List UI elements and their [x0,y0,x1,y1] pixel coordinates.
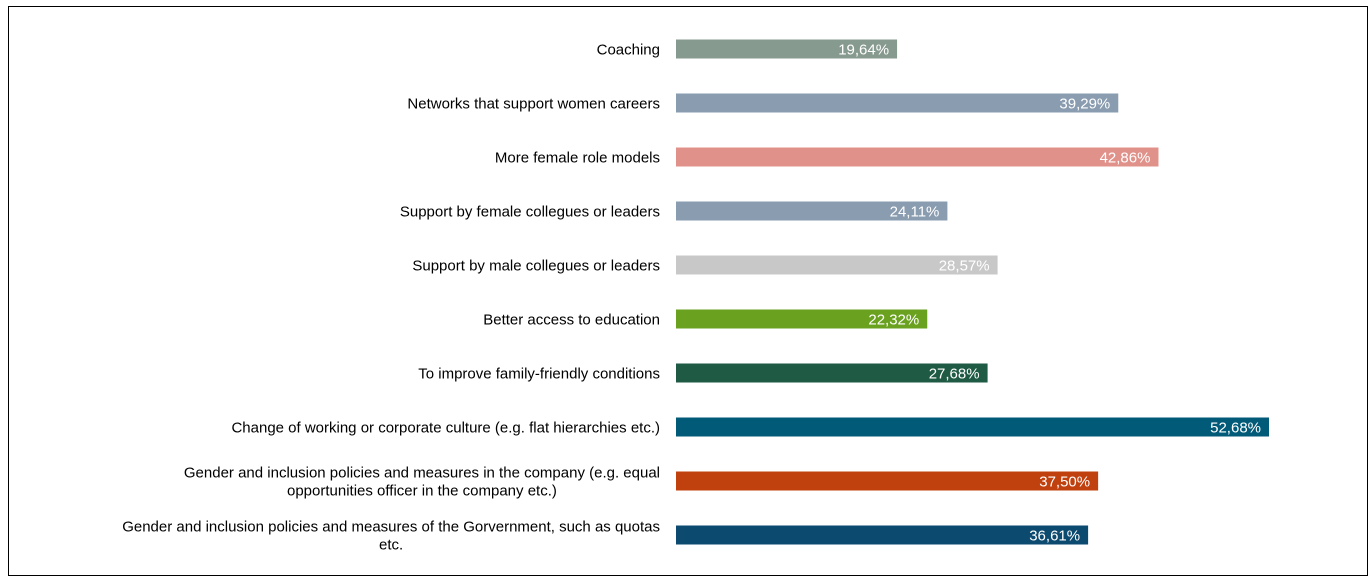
bar-row: 27,68% To improve family-friendly conditi… [418,363,988,383]
bar [676,471,1099,491]
bar-value-label: 37,50% [1039,474,1090,491]
category-label: Gender and inclusion policies and measur… [122,519,660,536]
bar-value-label: 24,11% [890,204,940,221]
bar-value-label: 28,57% [939,258,990,275]
bar-row: 36,61% Gender and inclusion policies and … [122,519,1089,554]
bar [676,39,898,59]
bar [676,201,948,221]
bar-row: 37,50% Gender and inclusion policies and … [184,465,1099,500]
bar [676,255,998,275]
category-label: Networks that support women careers [407,96,660,113]
category-label: opportunities officer in the company etc… [287,483,557,500]
bar-value-label: 39,29% [1059,96,1110,113]
bar [676,363,988,383]
bar-row: 28,57% Support by male collegues or leade… [412,255,998,275]
category-label: Coaching [597,42,660,59]
bar [676,309,928,329]
bar-row: 52,68% Change of working or corporate cul… [231,417,1269,437]
bar-value-label: 19,64% [838,42,889,59]
bar [676,147,1159,167]
bar-row: 19,64% Coaching [597,39,898,59]
bar [676,525,1089,545]
bar-row: 42,86% More female role models [495,147,1159,167]
category-label: etc. [379,537,403,554]
category-label: Support by female collegues or leaders [400,204,660,221]
category-label: Better access to education [483,312,660,329]
bar-value-label: 36,61% [1029,528,1080,545]
bar [676,417,1269,437]
category-label: Gender and inclusion policies and measur… [184,465,660,482]
bar [676,93,1119,113]
bar-row: 24,11% Support by female collegues or lea… [400,201,948,221]
bar-value-label: 22,32% [868,312,919,329]
category-label: Support by male collegues or leaders [412,258,660,275]
category-label: To improve family-friendly conditions [418,366,660,383]
category-label: More female role models [495,150,660,167]
bar-value-label: 52,68% [1210,420,1261,437]
bar-value-label: 27,68% [929,366,980,383]
category-label: Change of working or corporate culture (… [231,420,660,437]
bar-value-label: 42,86% [1100,150,1151,167]
bar-row: 39,29% Networks that support women career… [407,93,1119,113]
bar-row: 22,32% Better access to education [483,309,928,329]
